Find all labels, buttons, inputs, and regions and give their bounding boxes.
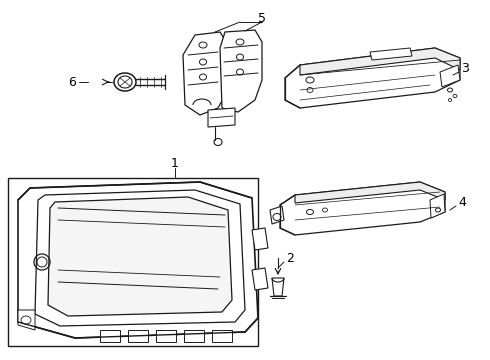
Polygon shape: [208, 108, 235, 127]
Polygon shape: [285, 48, 460, 108]
Polygon shape: [295, 182, 445, 203]
Polygon shape: [183, 32, 230, 115]
Text: 6: 6: [68, 76, 76, 89]
Polygon shape: [430, 194, 445, 218]
Polygon shape: [128, 330, 148, 342]
Polygon shape: [252, 268, 268, 290]
Polygon shape: [252, 228, 268, 250]
Text: 3: 3: [461, 62, 469, 75]
Polygon shape: [18, 310, 35, 330]
Polygon shape: [156, 330, 176, 342]
FancyBboxPatch shape: [8, 178, 258, 346]
Polygon shape: [35, 190, 245, 326]
Polygon shape: [440, 65, 460, 87]
Polygon shape: [272, 278, 284, 296]
Polygon shape: [212, 330, 232, 342]
Polygon shape: [48, 197, 232, 316]
Text: 1: 1: [171, 157, 179, 170]
Text: 4: 4: [458, 195, 466, 208]
Text: 2: 2: [286, 252, 294, 265]
Polygon shape: [280, 182, 445, 235]
Polygon shape: [270, 206, 284, 224]
Polygon shape: [220, 30, 262, 112]
Polygon shape: [184, 330, 204, 342]
Polygon shape: [300, 48, 460, 75]
Polygon shape: [370, 48, 412, 60]
Polygon shape: [100, 330, 120, 342]
Polygon shape: [18, 182, 258, 338]
Text: 5: 5: [258, 12, 266, 24]
